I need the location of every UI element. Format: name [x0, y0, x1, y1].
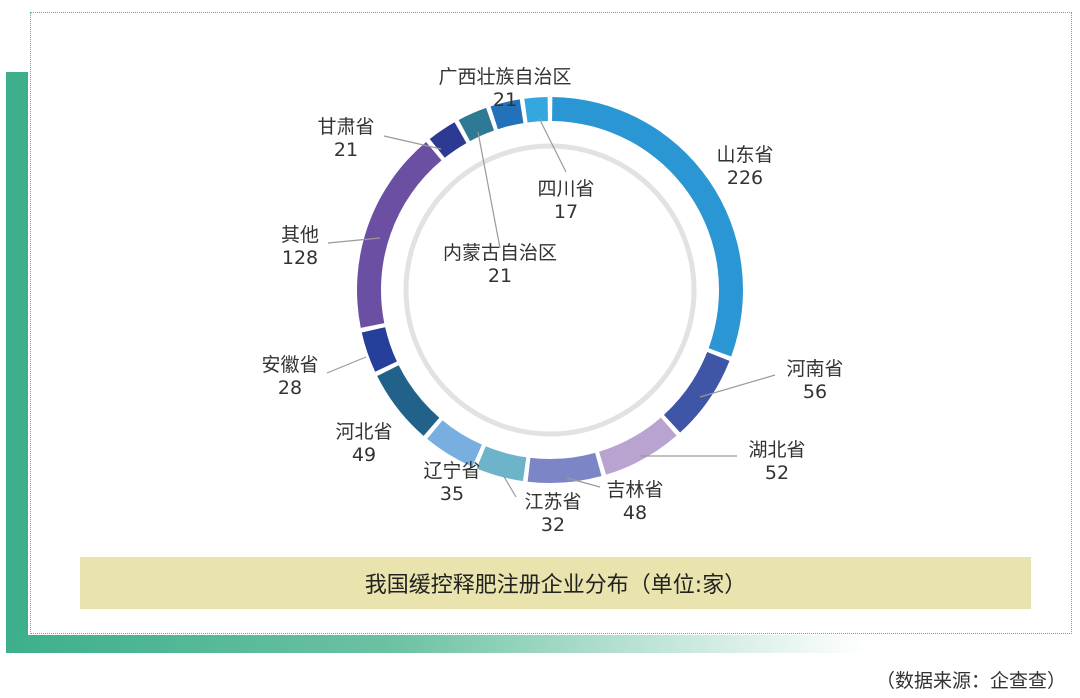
slice-label: 内蒙古自治区 — [443, 242, 557, 264]
leader-line-四川省 — [538, 117, 567, 173]
slice-label: 其他 — [281, 224, 319, 246]
slice-山东省 — [552, 97, 743, 357]
slice-label: 安徽省 — [261, 354, 318, 376]
leader-lines-group — [326, 117, 776, 498]
slice-value-label: 35 — [440, 483, 464, 505]
slice-label: 四川省 — [537, 178, 594, 200]
slice-内蒙古自治区 — [458, 107, 495, 142]
slice-其他 — [357, 142, 442, 328]
slice-value-label: 21 — [334, 139, 358, 161]
slice-河南省 — [663, 352, 730, 433]
slice-value-label: 32 — [541, 514, 565, 536]
slice-value-label: 52 — [765, 462, 789, 484]
accent-bar-vertical — [6, 72, 28, 653]
slice-value-label: 226 — [727, 167, 763, 189]
leader-line-河南省 — [699, 374, 776, 398]
slice-安徽省 — [361, 327, 397, 372]
accent-bar-bottom — [6, 635, 866, 653]
chart-card — [30, 12, 1072, 634]
slice-湖北省 — [599, 417, 677, 475]
slice-value-label: 49 — [352, 444, 376, 466]
slice-江苏省 — [476, 446, 527, 482]
slice-河北省 — [377, 365, 440, 436]
leader-line-其他 — [327, 237, 381, 244]
slice-四川省 — [524, 97, 548, 123]
inner-decor-ring — [403, 143, 697, 437]
slice-label: 河南省 — [786, 358, 843, 380]
slice-value-label: 17 — [554, 201, 578, 223]
slice-value-label: 128 — [282, 247, 318, 269]
slice-辽宁省 — [427, 420, 482, 467]
leader-line-内蒙古自治区 — [477, 131, 501, 249]
slice-吉林省 — [527, 452, 602, 483]
chart-title: 我国缓控释肥注册企业分布（单位:家） — [364, 573, 747, 598]
leader-line-安徽省 — [326, 356, 367, 374]
slice-广西壮族自治区 — [490, 99, 524, 130]
slices-group — [357, 97, 743, 483]
slice-label: 辽宁省 — [423, 460, 480, 482]
slice-label: 甘肃省 — [317, 116, 374, 138]
slice-value-label: 21 — [493, 89, 517, 111]
leader-line-吉林省 — [566, 477, 601, 488]
slice-value-label: 28 — [278, 377, 302, 399]
slice-label: 吉林省 — [606, 479, 663, 501]
slice-label: 河北省 — [335, 421, 392, 443]
slice-value-label: 48 — [623, 502, 647, 524]
labels-group: 山东省226河南省56湖北省52吉林省48江苏省32辽宁省35河北省49安徽省2… — [261, 66, 843, 536]
slice-label: 广西壮族自治区 — [438, 66, 571, 88]
slice-label: 江苏省 — [524, 491, 581, 513]
slice-value-label: 56 — [803, 381, 827, 403]
chart-caption: 我国缓控释肥注册企业分布（单位:家） — [80, 557, 1031, 609]
slice-value-label: 21 — [488, 265, 512, 287]
slice-label: 湖北省 — [748, 439, 805, 461]
data-source-note: （数据来源：企查查） — [875, 670, 1066, 692]
slice-label: 山东省 — [716, 144, 773, 166]
leader-line-江苏省 — [502, 474, 517, 498]
leader-line-甘肃省 — [383, 135, 442, 150]
slice-甘肃省 — [429, 122, 467, 158]
